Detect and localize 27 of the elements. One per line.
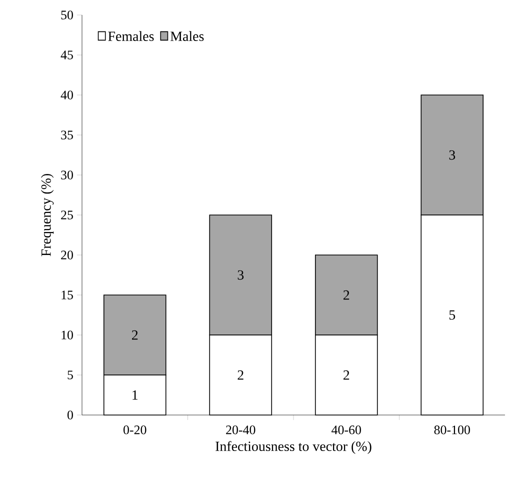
annotation: 3: [238, 270, 244, 280]
y-tick-label: 10: [62, 330, 73, 340]
x-tick-label: 20-40: [226, 426, 256, 434]
annotation: 3: [449, 150, 456, 160]
y-tick-label: 15: [62, 290, 73, 300]
annotation: 2: [344, 370, 350, 380]
y-tick-label: 50: [61, 10, 73, 20]
y-tick-label: 30: [61, 170, 73, 180]
annotation: 2: [344, 290, 350, 300]
x-tick-label: 0-20: [124, 426, 146, 434]
y-tick-label: 45: [60, 50, 73, 60]
y-tick-label: 25: [61, 210, 73, 220]
x-tick-label: 40-60: [332, 426, 361, 434]
annotation: 1: [132, 390, 138, 400]
x-tick-label: 80-100: [434, 426, 470, 434]
legend-label: Males: [170, 31, 204, 41]
y-axis-title: Frequency (%): [40, 174, 54, 256]
annotation: 2: [132, 330, 138, 340]
annotation: 5: [449, 310, 456, 320]
y-tick-label: 20: [61, 250, 73, 260]
y-tick-label: 5: [68, 370, 73, 380]
y-tick-label: 0: [68, 410, 73, 420]
y-tick-label: 40: [60, 90, 73, 100]
annotation: 2: [238, 370, 244, 380]
legend-label: Females: [108, 31, 154, 41]
y-tick-label: 35: [61, 130, 73, 140]
x-axis-title: Infectiousness to vector (%): [216, 441, 372, 454]
